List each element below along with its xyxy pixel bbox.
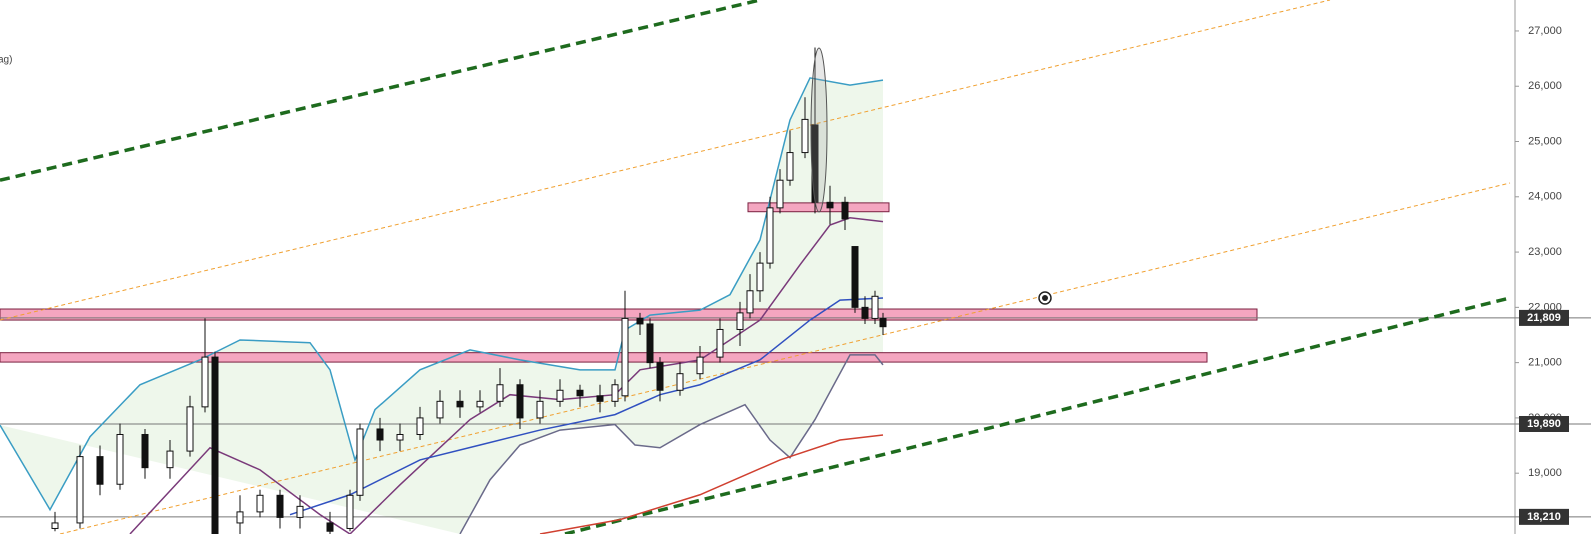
target-marker-dot <box>1042 295 1048 301</box>
candle-body <box>786 152 794 181</box>
zone <box>0 352 1208 363</box>
candle-body <box>416 417 424 435</box>
chart-title: ag) <box>0 55 12 66</box>
candle-body <box>236 511 244 524</box>
candle-body <box>646 323 654 364</box>
candle-body <box>141 433 149 469</box>
candle-body <box>276 494 284 518</box>
candle-body <box>376 428 384 441</box>
indicator-line <box>539 434 884 534</box>
y-tick-label: 19,000 <box>1528 467 1562 479</box>
indicator-line <box>459 354 884 534</box>
indicator-line <box>289 297 884 516</box>
candle-body <box>76 456 84 524</box>
candle-body <box>851 246 859 308</box>
price-tag-label: 21,809 <box>1527 312 1561 324</box>
candle-body <box>841 201 849 220</box>
candle-body <box>611 384 619 402</box>
candle-body <box>576 389 584 397</box>
candle-body <box>656 362 664 391</box>
candle-body <box>201 356 209 408</box>
candle-body <box>716 328 724 358</box>
candle-body <box>496 384 504 402</box>
trendline <box>59 182 1511 534</box>
y-tick-label: 25,000 <box>1528 135 1562 147</box>
trendline <box>0 0 761 182</box>
candle-body <box>861 306 869 319</box>
price-tag <box>1519 415 1569 432</box>
y-tick-label: 24,000 <box>1528 191 1562 203</box>
candle-body <box>756 262 764 292</box>
candle-body <box>556 389 564 402</box>
candle-body <box>596 395 604 402</box>
price-tag <box>1519 508 1569 525</box>
trendline <box>0 0 1331 321</box>
candle-body <box>356 428 364 496</box>
candle-body <box>436 400 444 419</box>
y-tick-label: 27,000 <box>1528 25 1562 37</box>
candle-body <box>51 522 59 529</box>
candle-body <box>536 400 544 419</box>
candle-body <box>211 356 219 534</box>
y-tick-label: 21,000 <box>1528 357 1562 369</box>
candle-body <box>256 494 264 513</box>
price-tag <box>1519 309 1569 326</box>
trendline <box>564 296 1511 534</box>
candle-body <box>766 207 774 264</box>
candle-body <box>636 317 644 325</box>
y-tick-label: 26,000 <box>1528 80 1562 92</box>
candle-body <box>826 201 834 209</box>
candle-body <box>396 433 404 441</box>
candle-body <box>696 356 704 375</box>
candle-body <box>476 400 484 408</box>
candle-body <box>186 406 194 452</box>
y-tick-label: 23,000 <box>1528 246 1562 258</box>
candle-body <box>456 400 464 408</box>
highlight-ellipse <box>810 47 828 213</box>
candle-body <box>746 290 754 314</box>
candle-body <box>736 312 744 330</box>
indicator-line <box>0 77 884 512</box>
candle-body <box>516 384 524 419</box>
candle-body <box>116 433 124 485</box>
candle-body <box>621 317 629 397</box>
candle-body <box>296 505 304 518</box>
candle-body <box>326 522 334 532</box>
band-fill <box>0 77 883 534</box>
candle-body <box>676 373 684 391</box>
candle-body <box>871 295 879 319</box>
price-tag-label: 19,890 <box>1527 418 1561 430</box>
candle-body <box>166 450 174 469</box>
candle-body <box>96 456 104 485</box>
candle-body <box>346 494 354 529</box>
candle-body <box>879 317 887 328</box>
candle-body <box>801 118 809 154</box>
candle-body <box>776 179 784 209</box>
price-tag-label: 18,210 <box>1527 511 1561 523</box>
